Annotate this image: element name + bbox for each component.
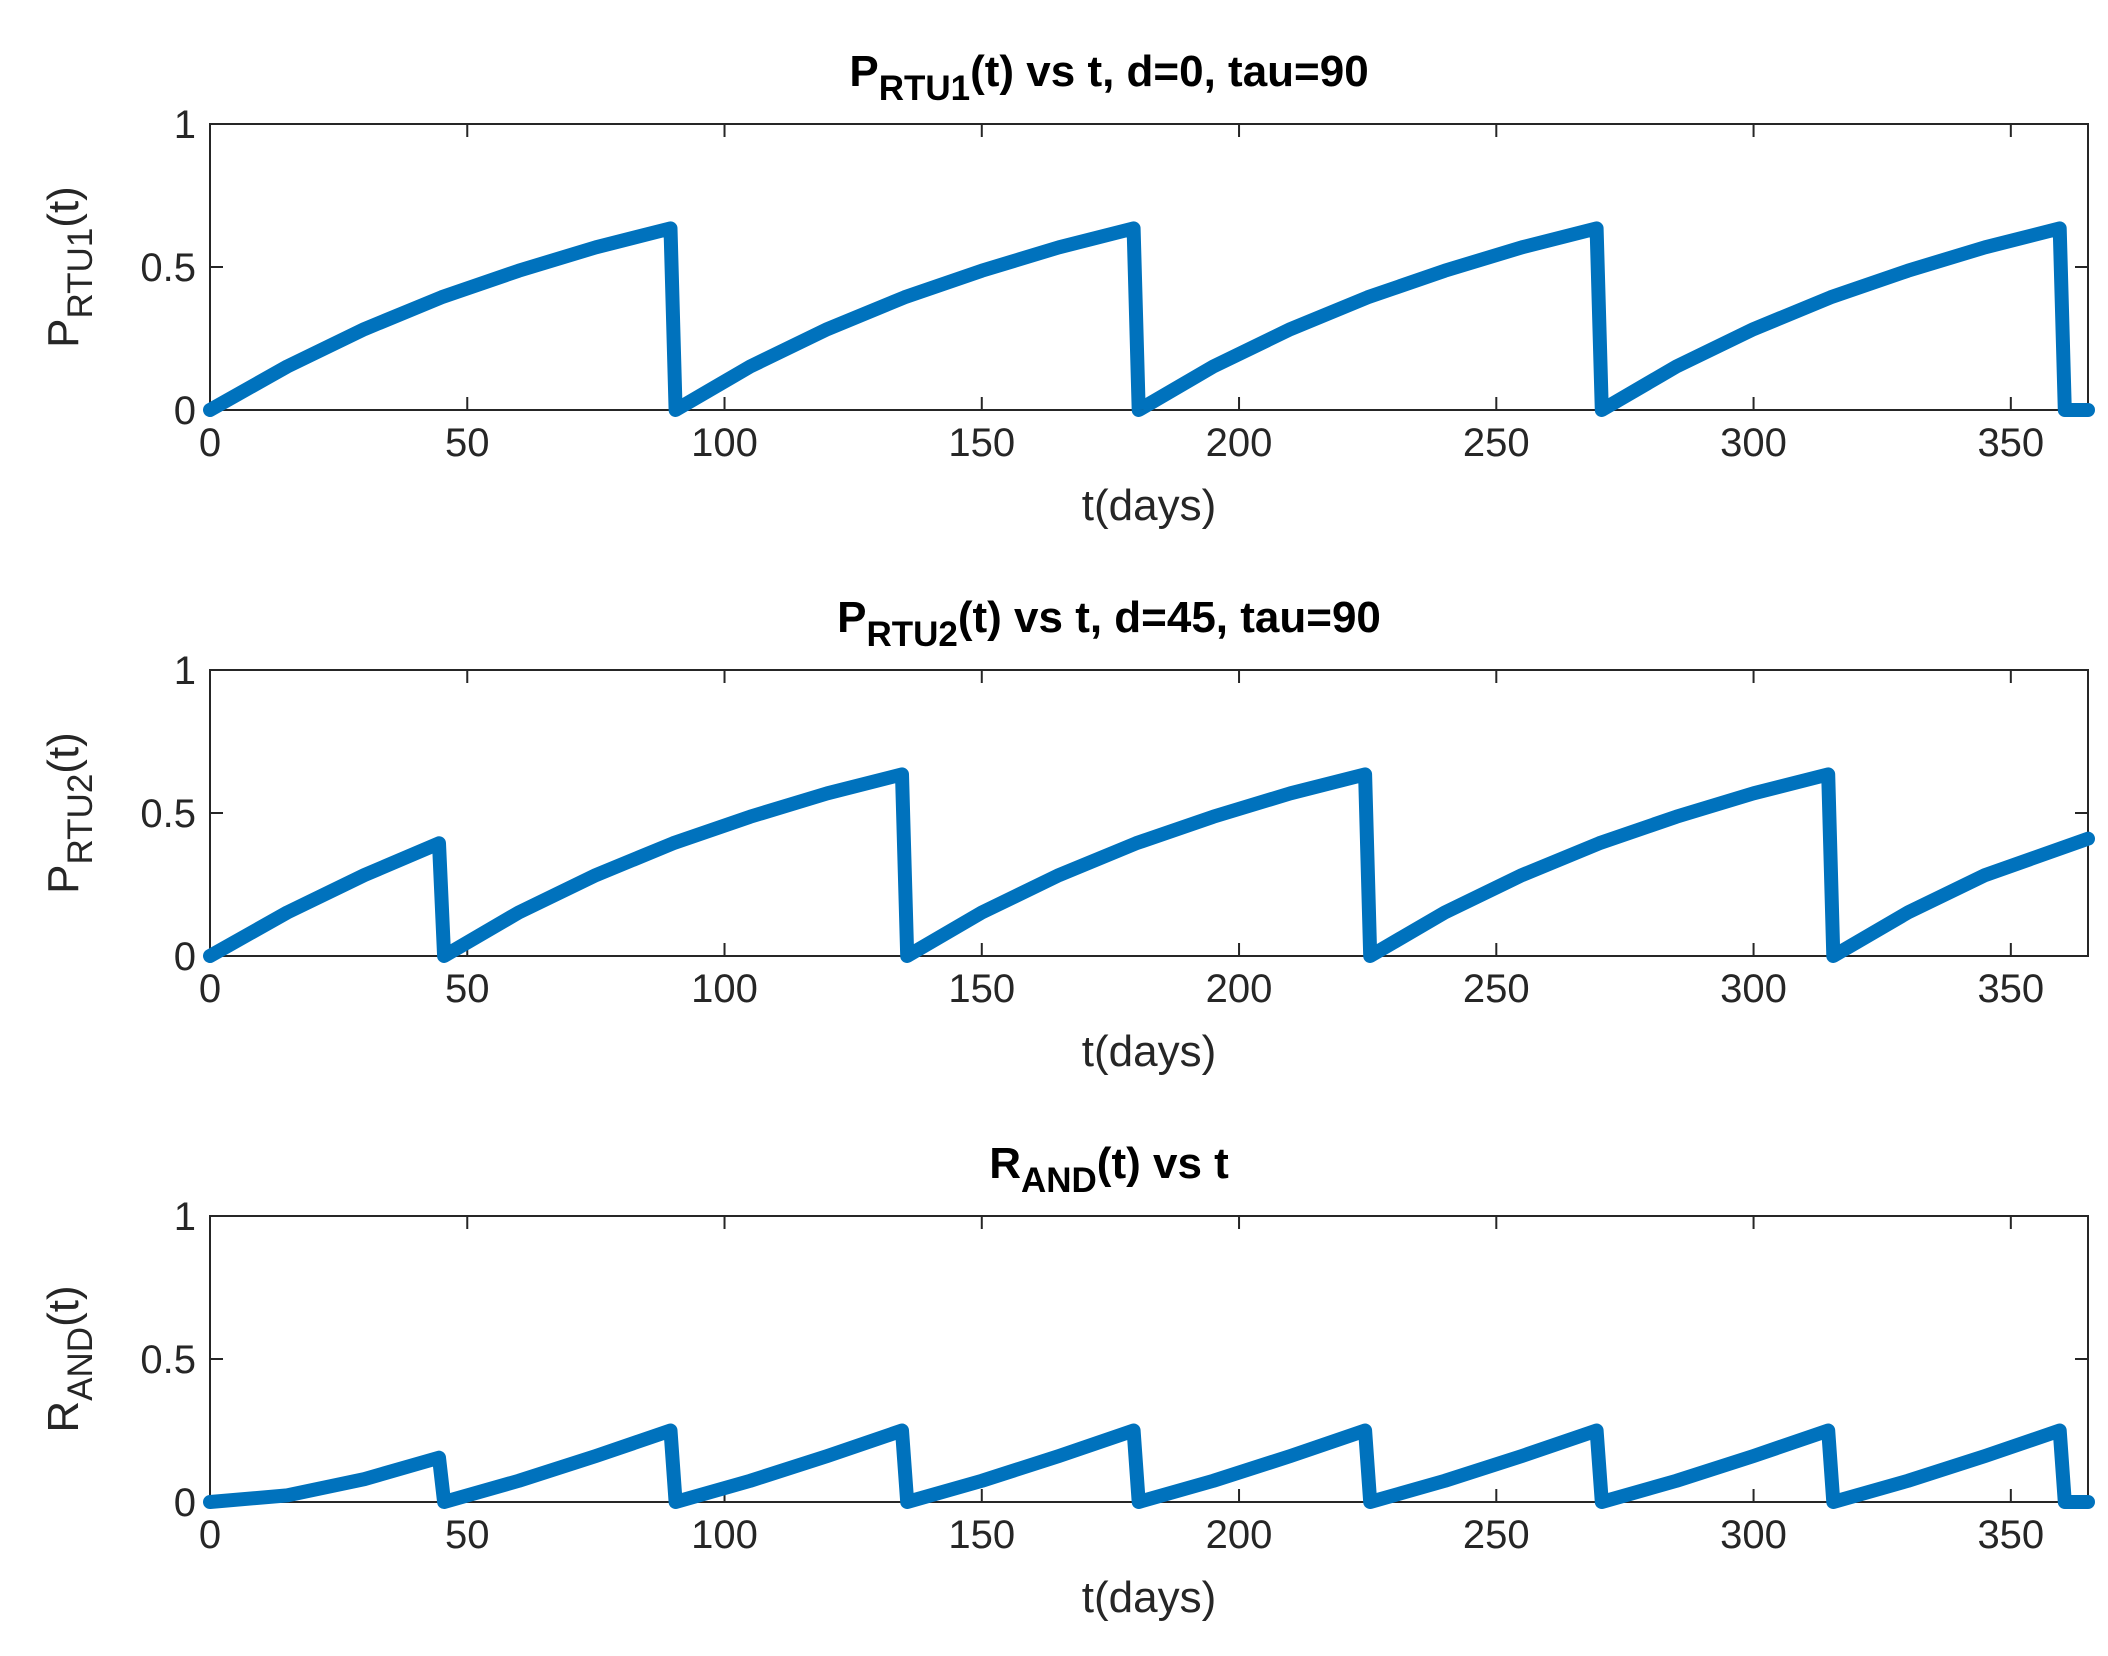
x-tick-label: 350: [1977, 967, 2044, 1011]
x-axis-label: t(days): [1082, 1027, 1216, 1076]
chart-title-sub: AND: [1021, 1161, 1097, 1200]
y-axis-label-group: PRTU1(t): [39, 186, 100, 348]
y-tick-label: 1: [174, 1195, 196, 1239]
x-tick-label: 150: [948, 967, 1015, 1011]
x-tick-label: 300: [1720, 967, 1787, 1011]
chart-title-rest: (t) vs t, d=0, tau=90: [970, 47, 1369, 96]
y-axis-label: PRTU2(t): [39, 732, 100, 894]
series-line-1: [203, 1423, 2095, 1509]
y-axis-label-main: P: [39, 864, 88, 893]
x-tick-label: 100: [691, 421, 758, 465]
plot-area: [209, 1215, 2089, 1503]
plot-area: [209, 669, 2089, 957]
y-tick-label: 0: [174, 1481, 196, 1525]
x-tick-label: 250: [1463, 421, 1530, 465]
series-line-1: [203, 221, 2095, 417]
y-tick-label: 0: [174, 389, 196, 433]
y-axis-label-main: R: [39, 1401, 88, 1433]
subplot-2: 0 50 100 150 200 250 300 35000.51t(days)PRTU2(t…: [39, 593, 2095, 1076]
y-axis-label-rest: (t): [39, 1285, 88, 1327]
x-tick-label: 50: [445, 1513, 490, 1557]
x-tick-label: 300: [1720, 1513, 1787, 1557]
plot-area: [209, 123, 2089, 411]
subplot-3: 0 50 100 150 200 250 300 35000.51t(days)RAND(t)…: [39, 1139, 2095, 1622]
x-tick-label: 350: [1977, 421, 2044, 465]
y-axis-label-main: P: [39, 318, 88, 347]
x-tick-label: 350: [1977, 1513, 2044, 1557]
chart-title-rest: (t) vs t: [1097, 1139, 1229, 1188]
y-tick-label: 0: [174, 935, 196, 979]
y-tick-label: 0.5: [140, 1338, 196, 1382]
chart-title-main: R: [989, 1139, 1021, 1188]
x-tick-label: 250: [1463, 967, 1530, 1011]
y-tick-label: 1: [174, 103, 196, 147]
y-axis-label-rest: (t): [39, 732, 88, 774]
y-axis-label-sub: RTU2: [61, 774, 100, 865]
chart-title-main: P: [837, 593, 866, 642]
y-tick-label: 1: [174, 649, 196, 693]
y-axis-label-rest: (t): [39, 186, 88, 228]
x-tick-label: 200: [1206, 421, 1273, 465]
x-tick-label: 300: [1720, 421, 1787, 465]
x-tick-label: 0: [199, 967, 221, 1011]
y-axis-label-group: RAND(t): [39, 1285, 100, 1432]
x-tick-label: 50: [445, 421, 490, 465]
chart-title-rest: (t) vs t, d=45, tau=90: [958, 593, 1381, 642]
x-tick-label: 100: [691, 967, 758, 1011]
y-axis-label-sub: RTU1: [61, 228, 100, 319]
x-tick-label: 200: [1206, 967, 1273, 1011]
series-line-1: [203, 767, 2095, 963]
x-tick-label: 150: [948, 1513, 1015, 1557]
y-axis-label: PRTU1(t): [39, 186, 100, 348]
x-tick-label: 0: [199, 1513, 221, 1557]
y-axis-label: RAND(t): [39, 1285, 100, 1432]
x-axis-label: t(days): [1082, 1573, 1216, 1622]
chart-title: PRTU2(t) vs t, d=45, tau=90: [837, 593, 1381, 654]
y-axis-label-sub: AND: [61, 1327, 100, 1401]
y-axis-label-group: PRTU2(t): [39, 732, 100, 894]
y-tick-label: 0.5: [140, 792, 196, 836]
chart-title: PRTU1(t) vs t, d=0, tau=90: [849, 47, 1368, 108]
chart-title-sub: RTU2: [866, 615, 957, 654]
x-tick-label: 0: [199, 421, 221, 465]
x-tick-label: 150: [948, 421, 1015, 465]
chart-title-sub: RTU1: [879, 69, 970, 108]
x-tick-label: 50: [445, 967, 490, 1011]
chart-title: RAND(t) vs t: [989, 1139, 1229, 1200]
subplot-1: 0 50 100 150 200 250 300 35000.51t(days)PRTU1(t…: [39, 47, 2095, 530]
x-axis-label: t(days): [1082, 481, 1216, 530]
chart-title-main: P: [849, 47, 878, 96]
x-tick-label: 100: [691, 1513, 758, 1557]
x-tick-label: 200: [1206, 1513, 1273, 1557]
x-tick-label: 250: [1463, 1513, 1530, 1557]
y-tick-label: 0.5: [140, 246, 196, 290]
